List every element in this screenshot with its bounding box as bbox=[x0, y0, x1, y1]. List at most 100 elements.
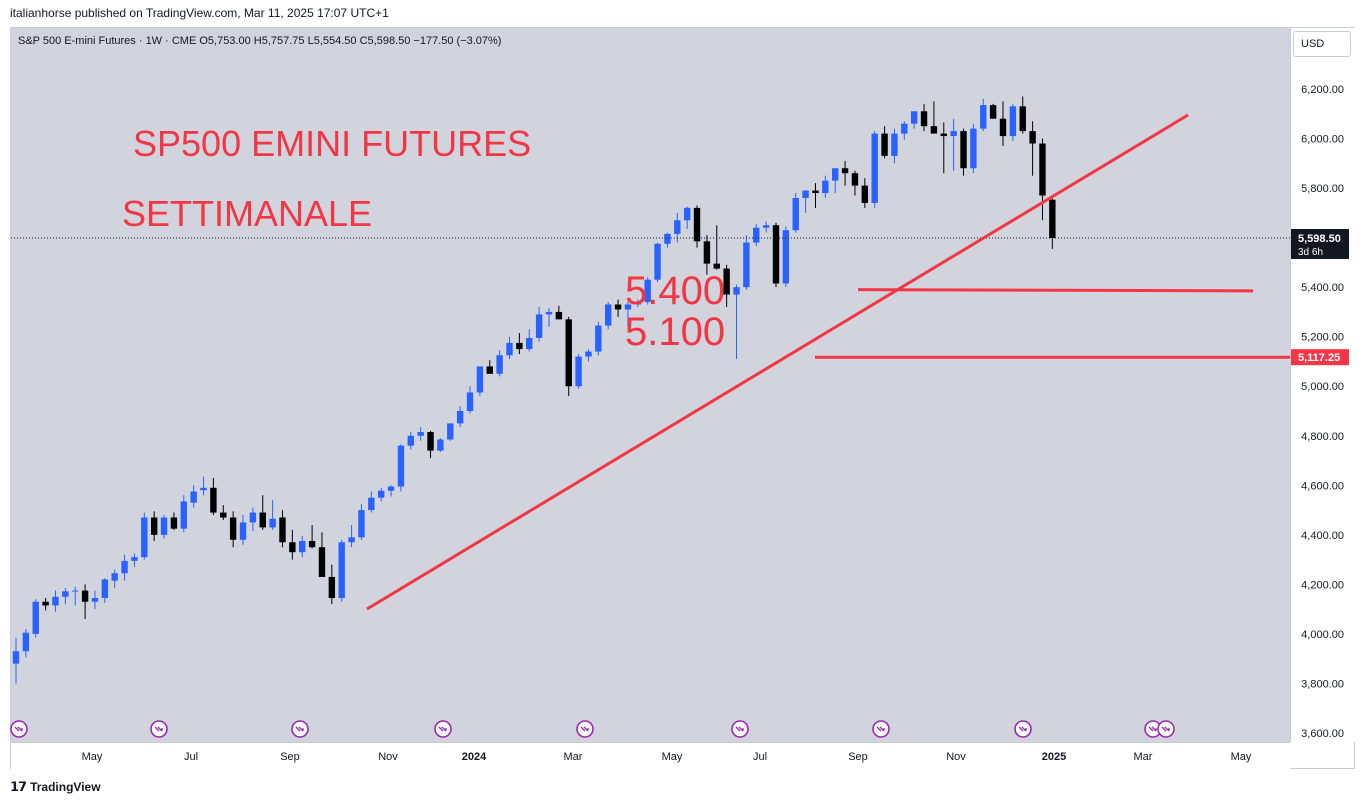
candle-body bbox=[131, 557, 138, 561]
event-marker-glyph bbox=[876, 726, 885, 732]
publisher-line: italianhorse published on TradingView.co… bbox=[10, 6, 389, 20]
candle-body bbox=[1019, 106, 1026, 132]
candle-body bbox=[693, 207, 701, 242]
price-tick-label: 4,200.00 bbox=[1301, 579, 1344, 591]
candle-body bbox=[575, 356, 582, 387]
candle-body bbox=[111, 573, 118, 581]
candle-body bbox=[407, 435, 414, 446]
candle-body bbox=[881, 133, 888, 156]
candle-body bbox=[980, 105, 987, 129]
candle-body bbox=[12, 651, 20, 664]
candle-body bbox=[141, 517, 148, 558]
candle-body bbox=[970, 128, 977, 169]
candle-body bbox=[910, 111, 918, 124]
candle-body bbox=[150, 517, 158, 535]
event-marker-glyph bbox=[735, 726, 744, 732]
candle-body bbox=[753, 227, 760, 243]
candle-body bbox=[713, 263, 720, 269]
time-axis[interactable] bbox=[11, 742, 1290, 769]
candle-body bbox=[654, 243, 661, 280]
time-tick-label: May bbox=[662, 751, 683, 763]
candle-body bbox=[940, 133, 947, 137]
event-marker-glyph bbox=[580, 726, 589, 732]
time-tick-label: 2025 bbox=[1042, 751, 1066, 763]
price-tick-label: 6,000.00 bbox=[1301, 134, 1344, 146]
candle-body bbox=[555, 311, 563, 320]
candle-body bbox=[101, 579, 109, 599]
countdown-label: 3d 6h bbox=[1298, 247, 1323, 258]
candle-body bbox=[605, 304, 612, 326]
candle-body bbox=[624, 304, 632, 310]
time-tick-label: May bbox=[82, 751, 103, 763]
candle-body bbox=[437, 439, 444, 451]
event-marker-circle bbox=[10, 720, 28, 738]
candle-body bbox=[328, 576, 336, 599]
time-tick-label: Jul bbox=[753, 751, 767, 763]
candle-body bbox=[368, 497, 375, 511]
candle-body bbox=[999, 118, 1007, 137]
candle-body bbox=[901, 123, 908, 134]
last-price-label: 5,598.50 bbox=[1298, 233, 1341, 245]
event-marker-glyph bbox=[14, 726, 23, 732]
annotation-title: SP500 EMINI FUTURES bbox=[133, 123, 531, 164]
candle-body bbox=[989, 105, 997, 119]
event-marker-icon bbox=[434, 720, 452, 738]
candle-body bbox=[674, 220, 681, 234]
event-marker-icon bbox=[150, 720, 168, 738]
annotation-level-5400: 5.400 bbox=[625, 269, 725, 313]
candle-body bbox=[417, 432, 424, 436]
event-marker-circle bbox=[872, 720, 890, 738]
event-marker-glyph bbox=[1018, 726, 1027, 732]
candle-body bbox=[1009, 106, 1017, 137]
event-marker-glyph bbox=[438, 726, 447, 732]
candle-body bbox=[516, 342, 523, 350]
candle-body bbox=[279, 517, 286, 543]
time-tick-label: Mar bbox=[1134, 751, 1153, 763]
candle-body bbox=[180, 501, 187, 529]
event-marker-glyph bbox=[154, 726, 163, 732]
candle-body bbox=[772, 225, 780, 284]
candle-body bbox=[565, 319, 572, 387]
candle-body bbox=[595, 325, 602, 352]
time-tick-label: Nov bbox=[378, 751, 398, 763]
candle-body bbox=[190, 491, 197, 503]
candle-body bbox=[220, 512, 227, 518]
candle-body bbox=[832, 168, 839, 181]
currency-button[interactable]: USD bbox=[1293, 31, 1351, 57]
event-marker-icon bbox=[872, 720, 890, 738]
candle-body bbox=[427, 432, 434, 451]
event-marker-icon bbox=[1014, 720, 1032, 738]
event-marker-circle bbox=[434, 720, 452, 738]
candle-body bbox=[259, 512, 266, 528]
event-marker-glyph bbox=[1161, 726, 1170, 732]
footer-brand: TradingView bbox=[30, 780, 101, 794]
event-marker-icon bbox=[731, 720, 749, 738]
candle-body bbox=[269, 518, 276, 528]
candle-body bbox=[1029, 131, 1036, 144]
candle-body bbox=[526, 337, 533, 350]
price-tick-label: 4,800.00 bbox=[1301, 431, 1344, 443]
plot-area[interactable] bbox=[11, 28, 1290, 742]
candle-body bbox=[891, 133, 898, 156]
candle-body bbox=[289, 542, 296, 553]
time-tick-label: Mar bbox=[564, 751, 583, 763]
level-label: 5,117.25 bbox=[1298, 352, 1340, 364]
price-tick-label: 4,000.00 bbox=[1301, 629, 1344, 641]
event-marker-circle bbox=[576, 720, 594, 738]
event-marker-circle bbox=[1014, 720, 1032, 738]
candle-body bbox=[358, 510, 365, 538]
event-marker-icon bbox=[10, 720, 28, 738]
candle-body bbox=[22, 632, 30, 652]
price-axis[interactable] bbox=[1290, 28, 1355, 742]
candle-body bbox=[377, 490, 385, 498]
candle-body bbox=[1039, 143, 1046, 196]
candle-body bbox=[930, 126, 938, 134]
candle-body bbox=[308, 541, 316, 548]
event-marker-icon bbox=[1144, 720, 1162, 738]
candle-body bbox=[950, 131, 957, 137]
event-marker-icon bbox=[576, 720, 594, 738]
candle-body bbox=[397, 445, 405, 487]
candle-body bbox=[170, 517, 178, 529]
event-marker-circle bbox=[150, 720, 168, 738]
